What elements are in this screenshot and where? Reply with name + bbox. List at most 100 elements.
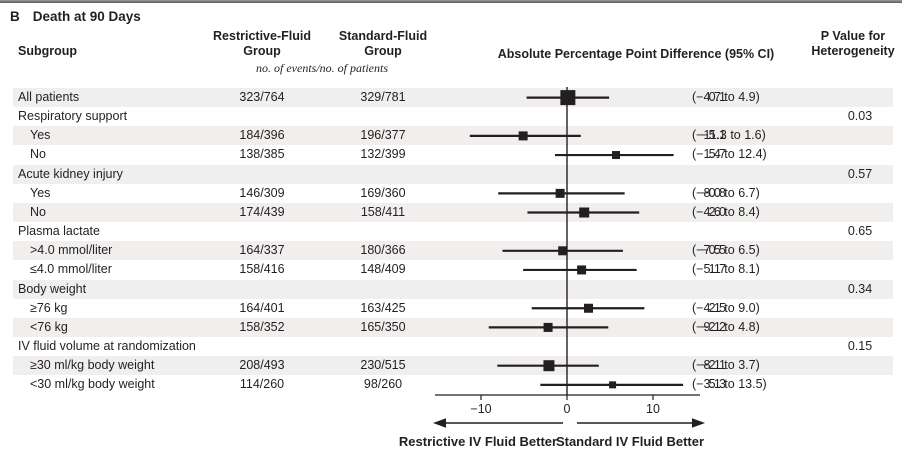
estimate-ci: (−4.7 to 4.9) (692, 90, 760, 104)
estimate-cell: 2.0 (−4.6 to 8.4) (692, 203, 760, 222)
estimate-ci: (−8.1 to 3.7) (692, 358, 760, 373)
subgroup-row: No 174/439 158/411 2.0 (−4.6 to 8.4) (13, 202, 893, 222)
standard-events-cell: 329/781 (360, 90, 406, 104)
subgroup-label: Respiratory support (18, 109, 128, 124)
standard-events-cell: 196/377 (360, 128, 406, 143)
restrictive-events-cell: 184/396 (239, 128, 285, 143)
standard-events-cell: 132/399 (360, 147, 406, 162)
estimate-value: −0.8 (701, 185, 726, 200)
estimate-value: 2.0 (708, 204, 726, 219)
subgroup-row: No 138/385 132/399 5.7 (−1.4 to 12.4) (13, 145, 893, 164)
subgroup-label: ≤4.0 mmol/liter (30, 262, 112, 277)
column-header-restrictive-line1: Restrictive-Fluid (213, 29, 311, 43)
figure-title-row: B Death at 90 Days (10, 9, 141, 24)
estimate-cell: 0.1 (−4.7 to 4.9) (692, 88, 760, 107)
top-border (0, 0, 902, 3)
subgroup-label: ≥76 kg (30, 300, 68, 315)
estimate-ci: (−4.1 to 9.0) (692, 300, 760, 315)
subgroup-label: No (30, 147, 46, 162)
column-header-standard: Standard-Fluid Group (333, 29, 433, 58)
estimate-ci: (−7.5 to 6.5) (692, 243, 760, 258)
estimate-cell: −2.1 (−8.1 to 3.7) (692, 356, 760, 375)
estimate-cell: −5.1 (−11.3 to 1.6) (692, 126, 766, 145)
estimate-ci: (−4.6 to 8.4) (692, 204, 760, 219)
subgroup-label: <76 kg (30, 319, 68, 334)
estimate-cell: 1.7 (−5.1 to 8.1) (692, 260, 760, 279)
subgroup-label: >4.0 mmol/liter (30, 243, 113, 258)
subgroup-row: ≥76 kg 164/401 163/425 2.5 (−4.1 to 9.0) (13, 299, 893, 318)
estimate-value: 0.1 (708, 90, 726, 104)
category-row: IV fluid volume at randomization 0.15 (13, 337, 893, 356)
estimate-ci: (−3.1 to 13.5) (692, 377, 767, 392)
subgroup-label: Body weight (18, 281, 87, 296)
estimate-cell: −0.8 (−8.0 to 6.7) (692, 184, 760, 203)
subgroup-row: <76 kg 158/352 165/350 −2.2 (−9.1 to 4.8) (13, 317, 893, 337)
p-value-cell: 0.57 (847, 166, 873, 181)
estimate-ci: (−5.1 to 8.1) (692, 262, 760, 277)
standard-events-cell: 169/360 (360, 185, 406, 200)
estimate-value: −2.1 (701, 358, 726, 373)
subgroup-row: All patients 323/764 329/781 0.1 (−4.7 to 4.… (13, 88, 893, 107)
events-note: no. of events/no. of patients (256, 61, 388, 75)
restrictive-events-cell: 158/416 (239, 262, 285, 277)
standard-events-cell: 158/411 (360, 204, 406, 219)
restrictive-events-cell: 158/352 (239, 319, 285, 334)
category-row: Plasma lactate 0.65 (13, 222, 893, 241)
category-row: Respiratory support 0.03 (13, 107, 893, 126)
column-header-difference: Absolute Percentage Point Difference (95… (497, 47, 775, 61)
standard-events-cell: 180/366 (360, 243, 406, 258)
estimate-value: −2.2 (701, 319, 726, 334)
restrictive-events-cell: 323/764 (239, 90, 285, 104)
figure-title: Death at 90 Days (32, 9, 141, 24)
estimate-cell: −2.2 (−9.1 to 4.8) (692, 318, 760, 337)
column-header-pvalue-line1: P Value for (820, 29, 886, 43)
estimate-ci: (−8.0 to 6.7) (692, 185, 760, 200)
direction-label-left: Restrictive IV Fluid Better (398, 434, 558, 449)
column-header-standard-line2: Group (364, 43, 402, 58)
estimate-value: 2.5 (708, 300, 726, 315)
subgroup-label: <30 ml/kg body weight (30, 377, 155, 392)
standard-events-cell: 163/425 (360, 300, 406, 315)
column-header-restrictive-line2: Group (243, 43, 281, 58)
subgroup-label: Yes (30, 128, 51, 143)
estimate-value: −0.5 (701, 243, 726, 258)
estimate-value: 5.3 (708, 377, 726, 392)
restrictive-events-cell: 138/385 (239, 147, 285, 162)
subgroup-row: >4.0 mmol/liter 164/337 180/366 −0.5 (−7.5 t… (13, 241, 893, 261)
estimate-cell: 2.5 (−4.1 to 9.0) (692, 299, 760, 318)
estimate-cell: 5.3 (−3.1 to 13.5) (692, 375, 767, 394)
column-header-pvalue-line2: Heterogeneity (811, 43, 895, 58)
standard-events-cell: 230/515 (360, 358, 406, 373)
subgroup-row: Yes 184/396 196/377 −5.1 (−11.3 to 1.6) (13, 126, 893, 146)
restrictive-events-cell: 208/493 (239, 358, 285, 373)
subgroup-row: ≤4.0 mmol/liter 158/416 148/409 1.7 (−5.1 to… (13, 260, 893, 279)
restrictive-events-cell: 146/309 (239, 185, 285, 200)
estimate-value: −5.1 (701, 128, 726, 143)
subgroup-label: All patients (18, 90, 80, 104)
column-header-subgroup: Subgroup (18, 44, 78, 58)
restrictive-events-cell: 174/439 (239, 204, 285, 219)
subgroup-label: ≥30 ml/kg body weight (30, 358, 155, 373)
subgroup-label: IV fluid volume at randomization (18, 338, 196, 353)
subgroup-label: Plasma lactate (18, 224, 100, 239)
estimate-value: 5.7 (708, 147, 726, 162)
p-value-cell: 0.03 (847, 109, 873, 124)
restrictive-events-cell: 114/260 (239, 377, 285, 392)
category-row: Acute kidney injury 0.57 (13, 164, 893, 184)
estimate-ci: (−11.3 to 1.6) (692, 128, 766, 143)
subgroup-row: ≥30 ml/kg body weight 208/493 230/515 −2.1(… (13, 356, 893, 376)
estimate-cell: −0.5 (−7.5 to 6.5) (692, 241, 760, 260)
direction-label-right: Standard IV Fluid Better (555, 434, 705, 449)
estimate-cell: 5.7 (−1.4 to 12.4) (692, 145, 767, 164)
standard-events-cell: 165/350 (360, 319, 406, 334)
p-value-cell: 0.65 (847, 224, 873, 239)
restrictive-events-cell: 164/337 (239, 243, 285, 258)
column-header-pvalue: P Value for Heterogeneity (806, 29, 900, 58)
panel-label: B (10, 9, 20, 24)
subgroup-label: No (30, 204, 46, 219)
subgroup-label: Acute kidney injury (18, 166, 123, 181)
estimate-ci: (−9.1 to 4.8) (692, 319, 760, 334)
p-value-cell: 0.15 (847, 338, 873, 353)
